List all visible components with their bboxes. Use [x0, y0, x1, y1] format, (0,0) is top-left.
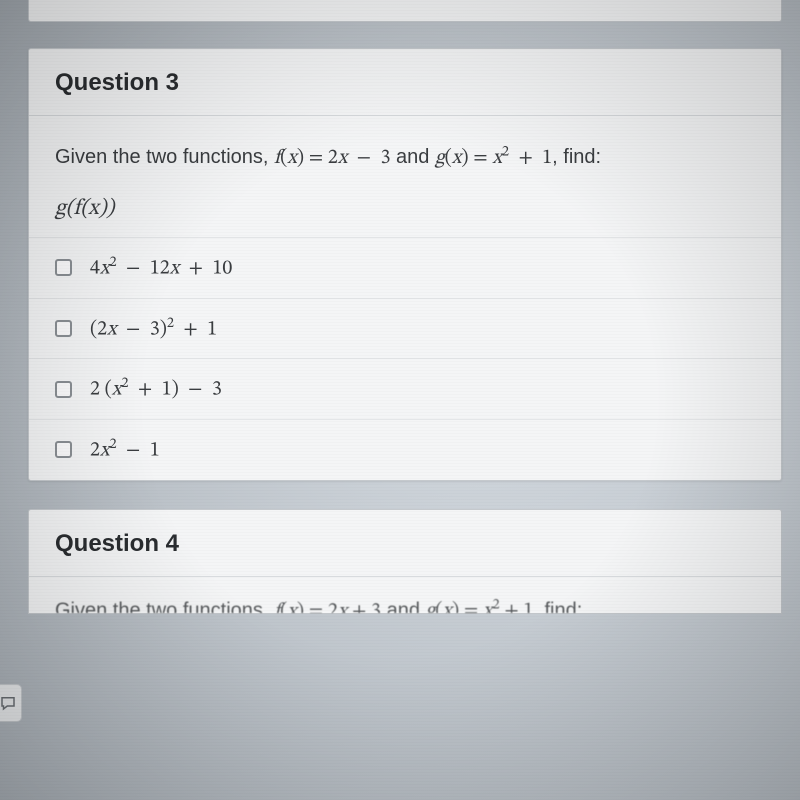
prompt-between: and [390, 146, 434, 168]
q4-g-definition: g(x) = x2 + 1 [426, 601, 534, 612]
question-3-title: Question 3 [55, 69, 755, 97]
question-3-body: Given the two functions, f(x) = 2x − 3 a… [29, 116, 781, 238]
q4-suffix: , find: [533, 599, 582, 612]
question-4-partial-body: Given the two functions, f(x) = 2x + 3 a… [29, 577, 781, 613]
option-label: (2x − 3)2 + 1 [90, 315, 217, 343]
option-row[interactable]: (2x − 3)2 + 1 [29, 298, 781, 359]
question-3-header: Question 3 [29, 49, 781, 116]
option-row[interactable]: 2 (x2 + 1) − 3 [29, 358, 781, 419]
question-3-target: g(f(x)) [55, 195, 755, 223]
option-label: 2 (x2 + 1) − 3 [90, 375, 222, 403]
question-4-title: Question 4 [55, 530, 755, 558]
chat-icon [0, 694, 17, 712]
option-row[interactable]: 2x2 − 1 [29, 419, 781, 480]
q4-between: and [381, 599, 425, 612]
prompt-prefix: Given the two functions, [55, 146, 274, 168]
previous-card-bottom [28, 0, 782, 22]
prompt-suffix: , find: [552, 146, 601, 168]
question-3-prompt: Given the two functions, f(x) = 2x − 3 a… [55, 142, 755, 173]
checkbox[interactable] [55, 441, 72, 458]
q4-prompt-prefix: Given the two functions, [55, 599, 274, 612]
question-4-card: Question 4 Given the two functions, f(x)… [28, 509, 782, 614]
checkbox[interactable] [55, 259, 72, 276]
q4-f-definition: f(x) = 2x + 3 [274, 601, 381, 612]
f-definition: f(x) = 2x − 3 [274, 148, 390, 168]
g-definition: g(x) = x2 + 1 [435, 148, 552, 168]
side-tab-button[interactable] [0, 684, 22, 722]
option-row[interactable]: 4x2 − 12x + 10 [29, 238, 781, 298]
option-label: 2x2 − 1 [90, 436, 160, 464]
question-3-card: Question 3 Given the two functions, f(x)… [28, 48, 782, 481]
option-label: 4x2 − 12x + 10 [90, 254, 232, 282]
checkbox[interactable] [55, 320, 72, 337]
checkbox[interactable] [55, 381, 72, 398]
question-4-header: Question 4 [29, 510, 781, 577]
question-3-options: 4x2 − 12x + 10 (2x − 3)2 + 1 2 (x2 + 1) … [29, 238, 781, 480]
